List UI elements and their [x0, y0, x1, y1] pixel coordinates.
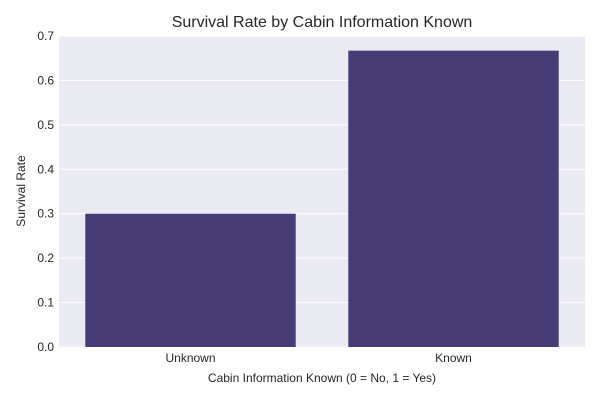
- y-tick-label: 0.7: [37, 29, 54, 43]
- x-tick-labels: Unknown Known: [165, 351, 471, 365]
- bar-known: [348, 50, 559, 347]
- y-tick-label: 0.0: [37, 340, 54, 354]
- x-tick-label: Unknown: [165, 351, 215, 365]
- y-axis-label: Survival Rate: [14, 155, 28, 227]
- bar-unknown: [85, 213, 296, 347]
- x-tick-label: Known: [435, 351, 472, 365]
- x-axis-label: Cabin Information Known (0 = No, 1 = Yes…: [208, 371, 436, 385]
- y-tick-label: 0.2: [37, 251, 54, 265]
- y-tick-labels: 0.0 0.1 0.2 0.3 0.4 0.5 0.6 0.7: [37, 29, 54, 354]
- y-tick-label: 0.1: [37, 296, 54, 310]
- y-tick-label: 0.3: [37, 207, 54, 221]
- y-tick-label: 0.4: [37, 162, 54, 176]
- chart-title: Survival Rate by Cabin Information Known: [172, 14, 473, 31]
- bars: [85, 50, 559, 347]
- y-tick-label: 0.5: [37, 118, 54, 132]
- y-tick-label: 0.6: [37, 73, 54, 87]
